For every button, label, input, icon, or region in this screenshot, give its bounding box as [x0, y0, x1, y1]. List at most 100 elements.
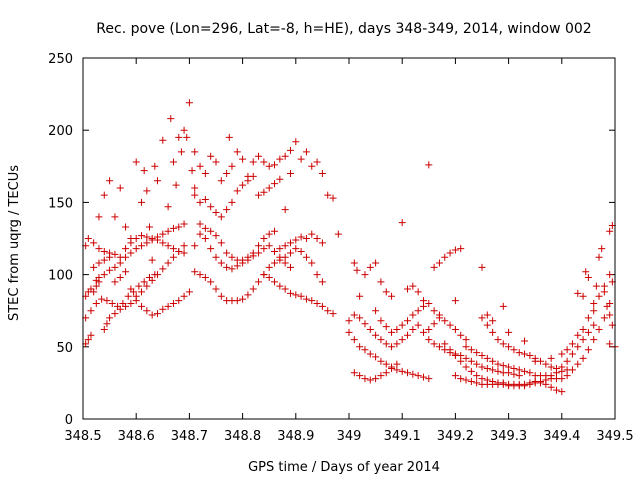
data-point	[505, 363, 513, 371]
data-point	[103, 297, 111, 305]
data-point	[382, 360, 390, 368]
data-point	[228, 162, 236, 170]
data-point	[446, 249, 454, 257]
data-point	[584, 328, 592, 336]
data-point	[175, 297, 183, 305]
data-point	[228, 265, 236, 273]
data-point	[122, 268, 130, 276]
x-tick-label: 349.3	[490, 429, 527, 444]
data-point	[606, 340, 614, 348]
data-point	[558, 388, 566, 396]
data-point	[164, 259, 172, 267]
data-point	[478, 314, 486, 322]
data-point	[196, 162, 204, 170]
data-point	[265, 162, 273, 170]
data-point	[132, 292, 140, 300]
data-point	[430, 263, 438, 271]
data-point	[169, 158, 177, 166]
data-point	[271, 161, 279, 169]
data-point	[260, 158, 268, 166]
data-point	[414, 372, 422, 380]
data-point	[393, 340, 401, 348]
data-point	[281, 206, 289, 214]
data-point	[531, 379, 539, 387]
data-point	[172, 181, 180, 189]
data-point	[547, 363, 555, 371]
data-point	[398, 219, 406, 227]
data-point	[249, 249, 257, 257]
data-point	[404, 285, 412, 293]
data-point	[239, 155, 247, 163]
data-point	[382, 369, 390, 377]
data-point	[95, 245, 103, 253]
data-point	[356, 343, 364, 351]
data-point	[552, 386, 560, 394]
data-point	[430, 320, 438, 328]
data-point	[111, 278, 119, 286]
data-point	[276, 155, 284, 163]
data-point	[276, 256, 284, 264]
data-point	[106, 253, 114, 261]
data-point	[106, 266, 114, 274]
data-point	[441, 253, 449, 261]
data-point	[457, 245, 465, 253]
data-point	[462, 376, 470, 384]
data-point	[558, 375, 566, 383]
data-point	[138, 232, 146, 240]
data-point	[286, 239, 294, 247]
data-point	[478, 363, 486, 371]
data-point	[563, 357, 571, 365]
data-point	[244, 253, 252, 261]
data-point	[473, 372, 481, 380]
data-point	[249, 285, 257, 293]
data-point	[207, 152, 215, 160]
data-point	[308, 162, 316, 170]
data-point	[441, 340, 449, 348]
data-point	[361, 320, 369, 328]
data-point	[558, 363, 566, 371]
data-point	[87, 307, 95, 315]
data-point	[451, 297, 459, 305]
data-point	[302, 295, 310, 303]
data-point	[531, 357, 539, 365]
data-point	[366, 350, 374, 358]
data-point	[499, 380, 507, 388]
data-point	[361, 375, 369, 383]
data-point	[153, 177, 161, 185]
data-point	[318, 170, 326, 178]
data-point	[324, 307, 332, 315]
data-point	[148, 256, 156, 264]
data-point	[505, 328, 513, 336]
data-point	[260, 271, 268, 279]
data-point	[159, 265, 167, 273]
data-point	[329, 194, 337, 202]
data-point	[579, 325, 587, 333]
data-point	[201, 196, 209, 204]
data-point	[223, 263, 231, 271]
data-point	[308, 259, 316, 267]
data-point	[441, 317, 449, 325]
data-point	[457, 375, 465, 383]
data-point	[595, 253, 603, 261]
data-point	[169, 299, 177, 307]
data-point	[159, 305, 167, 313]
data-point	[473, 349, 481, 357]
data-point	[180, 242, 188, 250]
data-point	[467, 377, 475, 385]
data-point	[404, 317, 412, 325]
data-point	[356, 314, 364, 322]
data-point	[334, 230, 342, 238]
data-point	[425, 161, 433, 169]
data-point	[233, 297, 241, 305]
data-point	[135, 282, 143, 290]
data-point	[313, 235, 321, 242]
data-point	[462, 354, 470, 362]
data-point	[521, 367, 529, 375]
data-point	[457, 357, 465, 365]
data-point	[600, 314, 608, 322]
data-point	[140, 278, 148, 286]
data-point	[478, 351, 486, 359]
data-point	[372, 307, 380, 315]
data-point	[127, 285, 135, 293]
